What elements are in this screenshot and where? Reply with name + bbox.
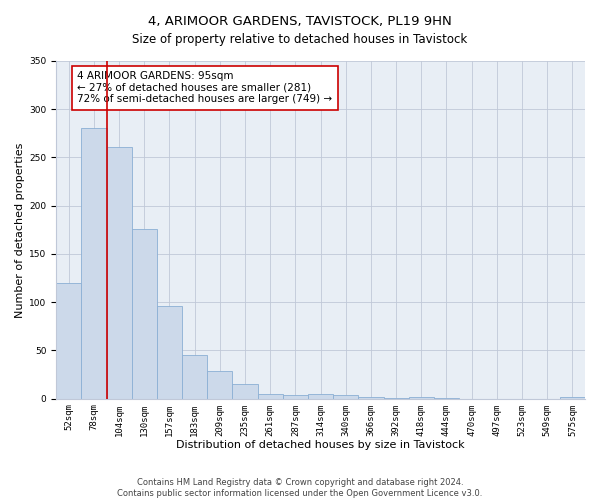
Bar [107,147,131,399]
Bar [283,395,308,398]
Bar [409,397,434,398]
Bar [560,397,585,398]
Bar [82,128,107,398]
Bar [333,395,358,398]
Bar [157,306,182,398]
Bar [358,397,383,398]
Bar [131,229,157,398]
Text: Size of property relative to detached houses in Tavistock: Size of property relative to detached ho… [133,32,467,46]
Text: 4, ARIMOOR GARDENS, TAVISTOCK, PL19 9HN: 4, ARIMOOR GARDENS, TAVISTOCK, PL19 9HN [148,15,452,28]
Text: 4 ARIMOOR GARDENS: 95sqm
← 27% of detached houses are smaller (281)
72% of semi-: 4 ARIMOOR GARDENS: 95sqm ← 27% of detach… [77,71,332,104]
Y-axis label: Number of detached properties: Number of detached properties [15,142,25,318]
X-axis label: Distribution of detached houses by size in Tavistock: Distribution of detached houses by size … [176,440,465,450]
Bar [207,370,232,398]
Bar [308,394,333,398]
Bar [232,384,257,398]
Bar [56,283,82,399]
Bar [257,394,283,398]
Text: Contains HM Land Registry data © Crown copyright and database right 2024.
Contai: Contains HM Land Registry data © Crown c… [118,478,482,498]
Bar [182,356,207,399]
